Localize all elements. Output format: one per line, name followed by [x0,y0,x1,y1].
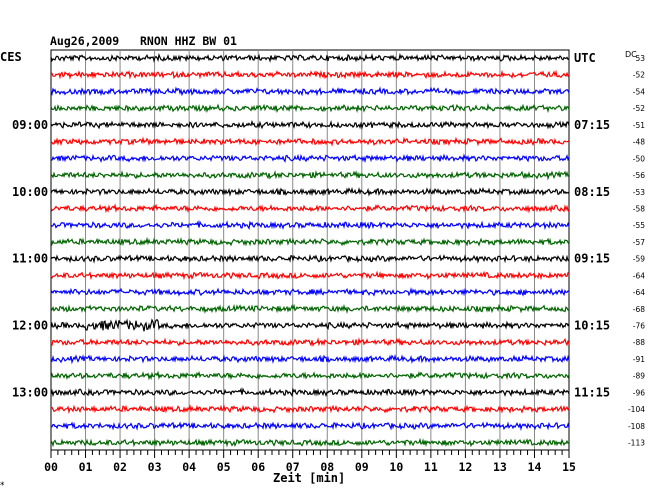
trace-line [51,421,570,432]
right-time-label: 11:15 [574,385,610,399]
left-zone-label: CES [0,50,22,64]
x-tick-label: 15 [562,460,576,474]
left-time-label: 11:00 [12,252,48,266]
x-tick-label: 14 [528,460,542,474]
trace-line [50,103,570,114]
x-tick-label: 00 [44,460,58,474]
left-time-label: 10:00 [12,185,48,199]
trace-line [50,203,570,214]
trace-line [50,354,570,365]
right-time-label: UTC [574,51,596,65]
trace-line [50,270,570,281]
dc-offset-label: -108 [628,422,645,431]
trace-line [50,303,570,315]
x-tick-label: 11 [424,460,438,474]
x-tick-label: 10 [389,460,403,474]
trace-line [50,52,570,63]
trace-line [50,370,570,381]
trace-line [50,253,570,264]
dc-offset-label: -76 [633,322,645,331]
dc-label: DC [625,50,637,59]
trace-line [50,186,570,197]
seismic-traces [50,52,570,448]
trace-line [50,236,570,247]
dc-offset-label: -56 [633,171,645,180]
right-time-label: 07:15 [574,118,610,132]
left-time-labels: 09:00 10:00 11:00 12:00 13:00 [12,118,48,400]
dc-offset-label: -113 [628,439,645,448]
dc-offset-label: -96 [633,388,645,397]
x-tick-label: 06 [251,460,265,474]
x-tick-label: 04 [182,460,196,474]
left-time-label: 12:00 [12,319,48,333]
x-tick-label: 12 [458,460,472,474]
trace-line [50,169,570,181]
dc-offset-label: -53 [633,188,645,197]
dc-offset-label: -91 [633,355,645,364]
trace-line [50,318,570,332]
bottom-left-mark: * [0,481,5,491]
right-time-label: 10:15 [574,319,610,333]
trace-line [50,437,570,448]
dc-offset-label: -68 [633,305,645,314]
x-tick-label: 13 [493,460,507,474]
trace-line [50,220,570,231]
trace-line [50,69,570,80]
trace-line [50,403,570,414]
x-tick-label: 07 [286,460,300,474]
left-time-label: 13:00 [12,385,48,399]
dc-offset-label: -89 [633,372,645,381]
trace-line [50,387,570,398]
x-tick-label: 02 [113,460,127,474]
trace-line [50,119,570,130]
trace-line [50,337,570,347]
dc-offset-label: -59 [633,255,645,264]
trace-line [50,86,570,97]
dc-offset-label: -57 [633,238,645,247]
x-axis-label: Zeit [min] [273,471,345,485]
right-time-labels: UTC 07:15 08:15 09:15 10:15 11:15 [574,51,610,399]
dc-offset-label: -50 [633,154,645,163]
dc-offset-label: -52 [633,71,645,80]
x-tick-label: 03 [148,460,162,474]
trace-line [50,287,570,297]
x-tick-label: 05 [217,460,231,474]
dc-offset-label: -64 [633,271,645,280]
trace-line [50,153,570,164]
left-time-label: 09:00 [12,118,48,132]
dc-offset-label: 53 [635,54,645,63]
dc-offset-label: -51 [633,121,645,130]
x-tick-label: 01 [79,460,93,474]
dc-offset-label: -52 [633,104,645,113]
x-tick-label: 08 [320,460,334,474]
dc-offset-label: -104 [628,405,645,414]
dc-offset-label: -54 [633,87,645,96]
x-axis: 00 01 02 03 04 05 06 07 08 09 10 11 12 13 14 15 [44,449,576,474]
right-time-label: 09:15 [574,252,610,266]
dc-offset-label: -64 [633,288,645,297]
x-tick-label: 09 [355,460,369,474]
dc-offset-label: -88 [633,338,645,347]
chart-title: Aug26,2009 RNON HHZ BW 01 [50,34,237,48]
right-time-label: 08:15 [574,185,610,199]
dc-offset-label: -48 [633,138,645,147]
trace-line [50,136,570,147]
dc-offset-label: -58 [633,204,645,213]
dc-offset-labels: 53 -52 -54 -52 -51 -48 -50 -56 -53 -58 -55 -57 -59 -6… [628,54,645,448]
dc-offset-label: -55 [633,221,645,230]
